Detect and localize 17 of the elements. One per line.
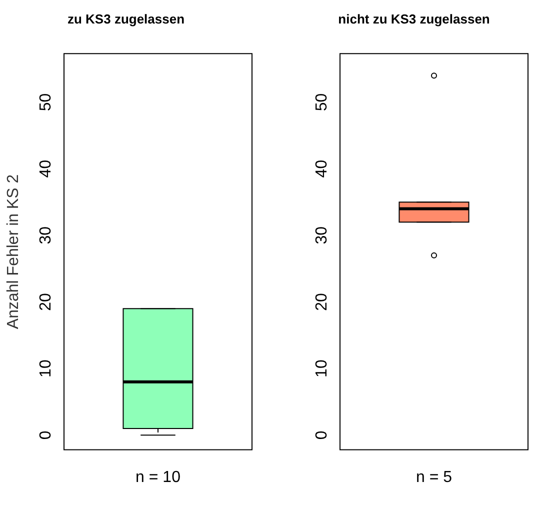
y-tick-label: 20 [313,292,330,311]
y-tick-label: 10 [313,360,330,378]
x-tick-label: n = 10 [136,468,181,486]
y-tick-label: 10 [37,360,54,378]
y-axis-title: Anzahl Fehler in KS 2 [5,174,22,330]
y-tick-label: 0 [37,430,54,440]
y-tick-label: 20 [37,292,54,311]
y-tick-label: 50 [37,93,54,112]
y-tick-label: 40 [37,160,54,178]
y-tick-label: 0 [313,430,330,440]
y-tick-label: 40 [313,160,330,178]
chart-title: zu KS3 zugelassen [67,11,185,26]
y-tick-label: 30 [37,226,54,244]
y-tick-label: 50 [313,93,330,112]
x-tick-label: n = 5 [416,468,452,486]
y-tick-label: 30 [313,226,330,244]
chart-title: nicht zu KS3 zugelassen [338,11,490,26]
